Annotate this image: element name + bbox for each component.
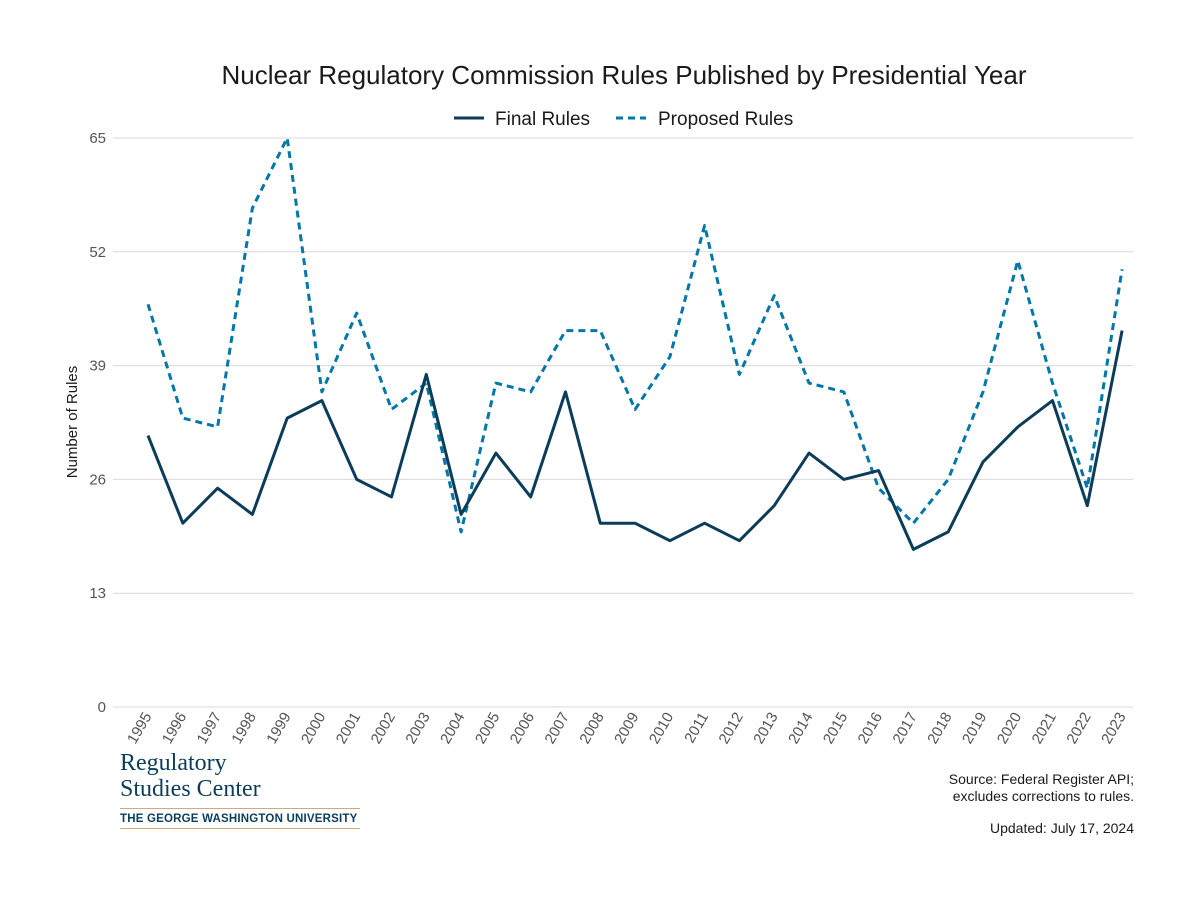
x-tick-label: 2010 — [646, 710, 677, 747]
x-tick-label: 2014 — [785, 710, 816, 747]
y-tick-label: 65 — [89, 130, 106, 147]
source-line-2: excludes corrections to rules. — [952, 788, 1134, 804]
x-tick-label: 2011 — [681, 710, 712, 746]
updated-note: Updated: July 17, 2024 — [990, 820, 1134, 836]
chart-title: Nuclear Regulatory Commission Rules Publ… — [222, 60, 1027, 90]
x-tick-label: 2003 — [402, 710, 433, 747]
x-tick-label: 2021 — [1029, 710, 1060, 747]
x-tick-label: 2000 — [298, 710, 329, 747]
proposed-rules-line — [146, 136, 1124, 534]
legend-proposed-label: Proposed Rules — [658, 109, 793, 130]
x-tick-label: 2001 — [333, 710, 364, 747]
x-tick-label: 2007 — [542, 710, 573, 747]
source-line-1: Source: Federal Register API; — [948, 771, 1134, 787]
x-tick-label: 1995 — [124, 710, 155, 747]
x-tick-label: 2005 — [472, 710, 503, 747]
x-tick-label: 2016 — [855, 710, 886, 747]
x-tick-label: 2019 — [959, 710, 990, 747]
logo-divider — [120, 808, 360, 809]
x-tick-label: 2012 — [715, 710, 746, 747]
x-tick-label: 2002 — [368, 710, 399, 747]
y-axis-ticks: 0 13 26 39 52 65 — [89, 130, 106, 716]
x-tick-label: 2018 — [924, 710, 955, 747]
legend-final-label: Final Rules — [495, 109, 590, 130]
y-tick-label: 52 — [89, 244, 106, 261]
x-tick-label: 2020 — [994, 710, 1025, 747]
source-note: Source: Federal Register API; excludes c… — [949, 771, 1134, 805]
y-tick-label: 26 — [89, 471, 106, 488]
x-tick-label: 1996 — [159, 710, 190, 747]
x-tick-label: 1999 — [263, 710, 294, 747]
y-axis-title: Number of Rules — [64, 366, 81, 479]
x-tick-label: 2017 — [889, 710, 920, 747]
x-tick-label: 2015 — [820, 710, 851, 747]
x-axis-ticks: 1995 1996 1997 1998 1999 2000 2001 2002 2003 2004… — [124, 710, 1130, 747]
x-tick-label: 1997 — [194, 710, 225, 747]
y-tick-label: 39 — [89, 358, 106, 375]
logo-line-2: Studies Center — [120, 776, 261, 802]
chart-legend: Final Rules Proposed Rules — [454, 109, 793, 130]
x-tick-label: 1998 — [228, 710, 259, 747]
logo-divider-bottom — [120, 828, 360, 829]
series-lines — [146, 136, 1124, 551]
x-tick-label: 2022 — [1063, 710, 1094, 747]
x-tick-label: 2006 — [507, 710, 538, 747]
x-tick-label: 2023 — [1098, 710, 1129, 747]
y-tick-label: 0 — [98, 699, 106, 716]
x-tick-label: 2009 — [611, 710, 642, 747]
logo-university: THE GEORGE WASHINGTON UNIVERSITY — [120, 813, 358, 825]
final-rules-line — [146, 330, 1124, 551]
x-tick-label: 2008 — [576, 710, 607, 747]
grid-lines — [113, 137, 1133, 708]
rsc-logo: Regulatory Studies Center THE GEORGE WAS… — [120, 750, 360, 829]
x-tick-label: 2013 — [750, 710, 781, 747]
logo-line-1: Regulatory — [120, 750, 227, 776]
x-tick-label: 2004 — [437, 710, 468, 747]
y-tick-label: 13 — [89, 585, 106, 602]
